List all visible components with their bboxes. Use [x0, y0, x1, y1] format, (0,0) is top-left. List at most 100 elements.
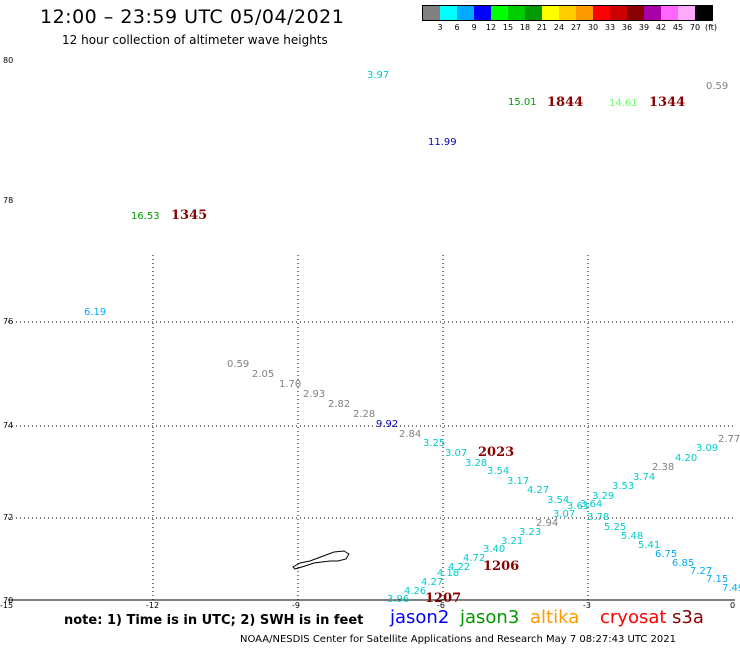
lon-label: -6	[437, 601, 445, 610]
wave-height-label: 3.25	[423, 438, 445, 449]
legend-swatch	[695, 6, 712, 20]
wave-height-label: 3.78	[587, 512, 609, 523]
wave-height-label: 4.18	[437, 568, 459, 579]
wave-height-label: 1.70	[279, 379, 301, 390]
lat-label: 78	[3, 196, 14, 205]
wave-height-label: 4.20	[675, 453, 697, 464]
wave-height-label: 15.01	[508, 97, 537, 108]
pass-time-label: 1207	[425, 591, 461, 606]
legend-swatch	[440, 6, 457, 20]
page-subtitle: 12 hour collection of altimeter wave hei…	[62, 33, 328, 47]
lon-label: -15	[0, 601, 14, 610]
satellite-cryosat: cryosat	[600, 607, 667, 628]
wave-height-label: 4.72	[463, 553, 485, 564]
legend-label: 9	[471, 23, 477, 32]
satellite-altika: altika	[530, 607, 580, 628]
wave-height-label: 3.53	[612, 481, 634, 492]
legend-label: 12	[485, 23, 497, 32]
legend-label: 27	[570, 23, 582, 32]
wave-height-label: 3.74	[633, 472, 655, 483]
wave-height-label: 3.23	[519, 527, 541, 538]
legend-swatch	[525, 6, 542, 20]
legend-swatch	[559, 6, 576, 20]
legend-swatch	[627, 6, 644, 20]
pass-time-label: 1844	[547, 95, 583, 110]
legend-label: 18	[519, 23, 531, 32]
pass-time-label: 1344	[649, 95, 685, 110]
wave-height-label: 3.21	[501, 536, 523, 547]
wave-height-label: 6.19	[84, 307, 106, 318]
wave-height-label: 3.29	[592, 491, 614, 502]
legend-swatch	[593, 6, 610, 20]
wave-height-label: 3.64	[580, 499, 602, 510]
color-legend: 3 6 9 12 15 18 21 24 27 30 33 36 39 42 45 70 (ft)	[422, 5, 717, 33]
wave-height-label: 6.75	[655, 549, 677, 560]
wave-height-label: 0.59	[706, 81, 728, 92]
wave-height-label: 2.94	[536, 518, 558, 529]
lat-label: 74	[3, 421, 14, 430]
legend-swatch	[576, 6, 593, 20]
legend-label: 21	[536, 23, 548, 32]
wave-height-labels: 3.97 15.01 1844 14.61 1344 0.59 11.99 16.53 1345…	[84, 70, 740, 606]
legend-label: 24	[553, 23, 565, 32]
wave-height-label: 2.84	[399, 429, 421, 440]
legend-label: 3	[437, 23, 443, 32]
legend-label: 6	[454, 23, 460, 32]
pass-time-label: 1345	[171, 208, 207, 223]
lat-label: 72	[3, 513, 14, 522]
wave-height-label: 3.07	[553, 509, 575, 520]
wave-height-label: 2.28	[353, 409, 375, 420]
lon-label: -12	[146, 601, 160, 610]
wave-height-label: 3.54	[487, 466, 509, 477]
lat-label: 70	[3, 596, 14, 605]
wave-height-label: 2.05	[252, 369, 274, 380]
legend-label: 30	[587, 23, 599, 32]
legend-swatch	[542, 6, 559, 20]
wave-height-label: 3.28	[465, 458, 487, 469]
wave-height-label: 11.99	[428, 137, 457, 148]
legend-swatches	[422, 5, 713, 21]
legend-label: 42	[655, 23, 667, 32]
legend-swatch	[610, 6, 627, 20]
wave-height-label: 3.96	[387, 594, 409, 605]
satellite-jason2: jason2	[390, 607, 450, 628]
wave-height-label: 5.41	[638, 540, 660, 551]
wave-height-label: 2.93	[303, 389, 325, 400]
legend-unit: (ft)	[704, 23, 718, 32]
wave-height-label: 2.82	[328, 399, 350, 410]
legend-label: 33	[604, 23, 616, 32]
legend-swatch	[474, 6, 491, 20]
pass-time-label: 2023	[478, 445, 514, 460]
note-text: note: 1) Time is in UTC; 2) SWH is in fe…	[64, 613, 364, 628]
wave-height-label: 9.92	[376, 419, 398, 430]
wave-height-label: 2.38	[652, 462, 674, 473]
legend-label: 36	[621, 23, 633, 32]
wave-height-label: 6.85	[672, 558, 694, 569]
wave-height-label: 3.17	[507, 476, 529, 487]
lon-label: -9	[292, 601, 300, 610]
legend-swatch	[457, 6, 474, 20]
wave-height-label: 4.27	[421, 577, 443, 588]
credit-text: NOAA/NESDIS Center for Satellite Applica…	[240, 634, 676, 645]
page-title: 12:00 – 23:59 UTC 05/04/2021	[40, 6, 345, 28]
lat-label: 80	[3, 56, 14, 65]
legend-swatch	[678, 6, 695, 20]
wave-height-label: 5.48	[621, 531, 643, 542]
legend-label: 39	[638, 23, 650, 32]
wave-height-label: 7.15	[706, 574, 728, 585]
wave-height-label: 3.97	[367, 70, 389, 81]
wave-height-label: 16.53	[131, 211, 160, 222]
satellite-jason3: jason3	[460, 607, 520, 628]
wave-height-label: 5.25	[604, 522, 626, 533]
wave-height-label: 3.54	[547, 495, 569, 506]
legend-swatch	[423, 6, 440, 20]
wave-height-label: 0.59	[227, 359, 249, 370]
wave-height-label: 4.22	[448, 562, 470, 573]
legend-label: 45	[672, 23, 684, 32]
wave-height-label: 3.07	[445, 448, 467, 459]
legend-label: 70	[689, 23, 701, 32]
wave-height-label: 2.77	[718, 434, 740, 445]
lon-label: -3	[583, 601, 591, 610]
legend-swatch	[644, 6, 661, 20]
